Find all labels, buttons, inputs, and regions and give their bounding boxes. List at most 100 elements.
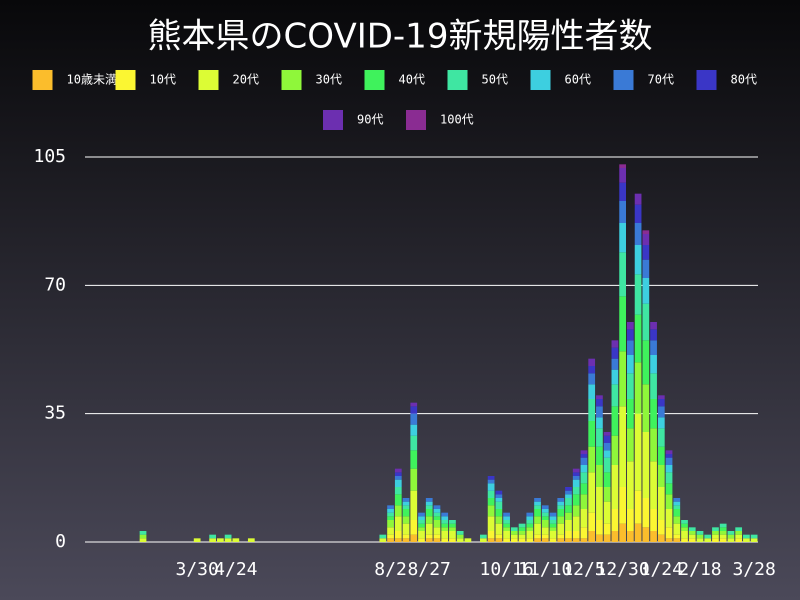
- bar-segment: [580, 450, 588, 454]
- bar-segment: [557, 534, 565, 539]
- bar-segment: [487, 498, 495, 506]
- bar-segment: [665, 454, 673, 458]
- legend-swatch: [406, 110, 426, 130]
- bar-segment: [719, 523, 727, 528]
- bar-segment: [588, 472, 596, 513]
- bar-segment: [402, 523, 410, 535]
- bar-segment: [418, 516, 425, 520]
- bar-segment: [139, 534, 147, 539]
- bar-segment: [611, 435, 619, 465]
- bar-segment: [619, 223, 626, 253]
- bar-segment: [665, 509, 673, 528]
- bar-segment: [750, 534, 758, 539]
- legend-label: 10歳未満: [67, 73, 117, 87]
- bar-segment: [665, 465, 673, 473]
- bar-segment: [642, 340, 650, 385]
- bar-segment: [410, 490, 418, 520]
- bar-segment: [665, 494, 673, 509]
- bar-segment: [209, 534, 217, 539]
- bar-segment: [441, 516, 449, 520]
- bar-segment: [526, 523, 534, 528]
- bar-segment: [425, 505, 433, 509]
- legend-swatch: [696, 70, 717, 90]
- bar-segment: [418, 512, 425, 517]
- bar-segment: [402, 516, 410, 524]
- bar-segment: [549, 527, 557, 531]
- bar-segment: [665, 538, 673, 542]
- bar-segment: [619, 164, 626, 168]
- bar-segment: [410, 468, 418, 491]
- x-tick-label: 2/18: [678, 559, 721, 580]
- legend-swatch: [530, 70, 551, 90]
- bar-segment: [387, 516, 394, 520]
- bar-segment: [603, 487, 611, 502]
- bar-segment: [425, 498, 433, 502]
- bar-segment: [642, 303, 650, 341]
- bar-segment: [464, 538, 472, 542]
- bar-segment: [712, 538, 719, 542]
- bar-segment: [596, 465, 603, 487]
- bar-segment: [657, 534, 665, 542]
- legend-swatch: [115, 70, 136, 90]
- bar-segment: [619, 351, 626, 407]
- bar-segment: [565, 490, 572, 495]
- bar-segment: [572, 472, 580, 476]
- bar-segment: [480, 538, 487, 542]
- bar-segment: [410, 435, 418, 451]
- bar-segment: [642, 498, 650, 528]
- bar-segment: [611, 384, 619, 407]
- bar-segment: [580, 527, 588, 539]
- bar-segment: [657, 417, 665, 429]
- bar-segment: [410, 534, 418, 542]
- bar-segment: [425, 523, 433, 535]
- bar-segment: [572, 516, 580, 531]
- bar-segment: [603, 523, 611, 535]
- bar-segment: [650, 461, 657, 509]
- bar-segment: [626, 355, 634, 374]
- bar-segment: [209, 538, 217, 542]
- bar-segment: [650, 373, 657, 399]
- x-tick-label: 4/24: [214, 559, 257, 580]
- bar-segment: [224, 534, 232, 539]
- bar-segment: [642, 230, 650, 234]
- bar-segment: [665, 483, 673, 495]
- bar-segment: [549, 523, 557, 528]
- bar-segment: [572, 531, 580, 539]
- bar-segment: [603, 457, 611, 473]
- bar-segment: [580, 509, 588, 528]
- bar-segment: [541, 512, 549, 517]
- bar-segment: [727, 531, 735, 535]
- bar-segment: [565, 487, 572, 491]
- bar-segment: [673, 505, 681, 509]
- bar-segment: [619, 406, 626, 487]
- bar-segment: [503, 520, 510, 524]
- bar-segment: [487, 490, 495, 498]
- bar-segment: [642, 527, 650, 542]
- legend-swatch: [323, 110, 343, 130]
- bar-segment: [449, 538, 456, 542]
- bar-segment: [541, 516, 549, 520]
- bar-segment: [603, 435, 611, 443]
- bar-segment: [588, 384, 596, 399]
- bar-segment: [433, 520, 441, 528]
- bar-segment: [673, 538, 681, 542]
- bar-segment: [719, 534, 727, 539]
- bar-segment: [580, 472, 588, 484]
- bar-segment: [572, 479, 580, 487]
- bar-segment: [387, 520, 394, 528]
- bar-segment: [557, 523, 565, 535]
- bar-segment: [626, 399, 634, 429]
- bar-segment: [634, 245, 642, 275]
- bar-segment: [402, 509, 410, 517]
- bar-segment: [580, 465, 588, 473]
- bar-segment: [596, 520, 603, 535]
- bar-segment: [518, 527, 526, 531]
- bar-segment: [402, 501, 410, 506]
- bar-segment: [727, 538, 735, 542]
- bar-segment: [580, 538, 588, 542]
- bar-segment: [634, 314, 642, 363]
- bar-segment: [611, 358, 619, 370]
- bar-segment: [425, 509, 433, 517]
- bar-segment: [743, 534, 750, 539]
- bar-segment: [657, 428, 665, 447]
